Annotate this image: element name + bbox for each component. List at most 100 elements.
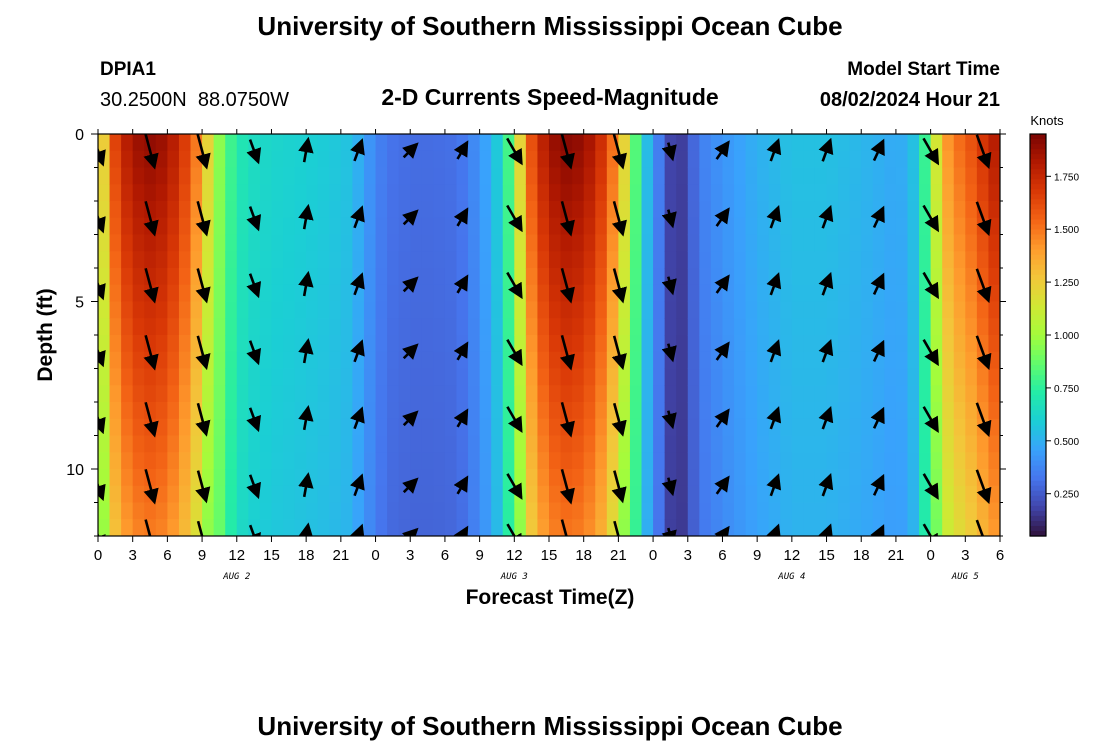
heatmap-cell bbox=[456, 167, 469, 185]
heatmap-cell bbox=[283, 318, 296, 336]
heatmap-cell bbox=[109, 385, 122, 403]
heatmap-cell bbox=[375, 519, 388, 536]
heatmap-cell bbox=[468, 301, 481, 319]
heatmap-cell bbox=[572, 418, 585, 437]
heatmap-cell bbox=[259, 268, 273, 286]
heatmap-cell bbox=[884, 201, 897, 219]
heatmap-cell bbox=[225, 150, 238, 169]
current-vector-arrow bbox=[975, 201, 992, 237]
current-vector-arrow bbox=[350, 205, 365, 229]
heatmap-cell bbox=[340, 351, 354, 370]
current-vector-arrow bbox=[350, 138, 365, 162]
heatmap-cell bbox=[676, 351, 689, 370]
heatmap-cell bbox=[444, 167, 458, 185]
heatmap-cell bbox=[814, 167, 828, 185]
heatmap-cell bbox=[838, 435, 851, 453]
heatmap-cell bbox=[676, 167, 689, 185]
colorbar-segment bbox=[1030, 335, 1046, 341]
heatmap-cell bbox=[734, 234, 747, 252]
heatmap-cell bbox=[444, 217, 458, 236]
heatmap-cell bbox=[225, 234, 238, 252]
heatmap-cell bbox=[421, 167, 434, 185]
heatmap-cell bbox=[710, 402, 724, 420]
heatmap-cell bbox=[838, 385, 851, 403]
heatmap-cell bbox=[572, 167, 585, 185]
heatmap-cell bbox=[236, 452, 249, 470]
heatmap-cell bbox=[988, 251, 1000, 269]
heatmap-cell bbox=[849, 134, 862, 152]
heatmap-cell bbox=[838, 150, 851, 169]
heatmap-cell bbox=[745, 519, 758, 536]
heatmap-cell bbox=[653, 318, 666, 336]
x-tick-label: 12 bbox=[506, 547, 523, 564]
colorbar-segment bbox=[1030, 324, 1046, 331]
heatmap-cell bbox=[329, 469, 342, 487]
heatmap-cell bbox=[155, 251, 168, 269]
heatmap-cell bbox=[283, 519, 296, 536]
heatmap-cell bbox=[387, 284, 400, 303]
heatmap-cell bbox=[734, 418, 747, 437]
heatmap-cell bbox=[664, 184, 677, 202]
heatmap-cell bbox=[745, 402, 758, 420]
heatmap-cell bbox=[468, 134, 481, 152]
heatmap-cell bbox=[734, 167, 747, 185]
heatmap-cell bbox=[791, 134, 805, 152]
heatmap-cell bbox=[167, 150, 180, 169]
colorbar-segment bbox=[1030, 340, 1046, 346]
heatmap-cell bbox=[710, 268, 724, 286]
heatmap-cell bbox=[826, 150, 839, 169]
heatmap-cell bbox=[537, 234, 550, 252]
heatmap-cell bbox=[838, 301, 851, 319]
heatmap-cell bbox=[202, 251, 215, 269]
heatmap-cell bbox=[988, 385, 1000, 403]
x-tick-label: 6 bbox=[718, 547, 726, 564]
current-vector-arrow bbox=[714, 341, 730, 361]
heatmap-cell bbox=[132, 335, 145, 353]
current-vector-arrow bbox=[560, 519, 568, 536]
heatmap-cell bbox=[294, 368, 307, 386]
current-vector-arrow bbox=[453, 140, 469, 160]
heatmap-cell bbox=[814, 335, 828, 353]
heatmap-cell bbox=[942, 201, 955, 219]
heatmap-cell bbox=[433, 385, 446, 403]
heatmap-cell bbox=[595, 318, 608, 336]
heatmap-cell bbox=[132, 452, 145, 470]
heatmap-cell bbox=[803, 335, 816, 353]
heatmap-cell bbox=[433, 318, 446, 336]
heatmap-cell bbox=[791, 485, 805, 504]
heatmap-cell bbox=[641, 268, 654, 286]
colorbar-segment bbox=[1030, 204, 1046, 210]
colorbar-segment bbox=[1030, 485, 1046, 492]
heatmap-cell bbox=[687, 402, 700, 420]
heatmap-cell bbox=[225, 351, 238, 370]
heatmap-cell bbox=[178, 485, 192, 504]
heatmap-cell bbox=[687, 435, 700, 453]
current-vector-arrow bbox=[195, 335, 211, 371]
heatmap-cell bbox=[629, 167, 643, 185]
heatmap-cell bbox=[549, 184, 562, 202]
heatmap-cell bbox=[225, 284, 238, 303]
heatmap-cell bbox=[259, 234, 273, 252]
heatmap-cell bbox=[641, 452, 654, 470]
heatmap-cell bbox=[930, 335, 943, 353]
heatmap-cell bbox=[444, 284, 458, 303]
heatmap-cell bbox=[109, 368, 122, 386]
heatmap-cell bbox=[109, 435, 122, 453]
heatmap-cell bbox=[919, 301, 932, 319]
heatmap-cell bbox=[213, 335, 226, 353]
heatmap-cell bbox=[907, 234, 920, 252]
heatmap-cell bbox=[121, 469, 134, 487]
x-tick-label: 3 bbox=[961, 547, 969, 564]
heatmap-cell bbox=[687, 485, 700, 504]
heatmap-cell bbox=[710, 318, 724, 336]
heatmap-cell bbox=[826, 184, 839, 202]
heatmap-cell bbox=[664, 167, 677, 185]
heatmap-cell bbox=[745, 452, 758, 470]
colorbar-segment bbox=[1030, 239, 1046, 246]
heatmap-cell bbox=[387, 251, 400, 269]
heatmap-cell bbox=[699, 201, 712, 219]
heatmap-cell bbox=[537, 519, 550, 536]
heatmap-cell bbox=[213, 519, 226, 536]
heatmap-cell bbox=[363, 402, 377, 420]
heatmap-cell bbox=[387, 335, 400, 353]
